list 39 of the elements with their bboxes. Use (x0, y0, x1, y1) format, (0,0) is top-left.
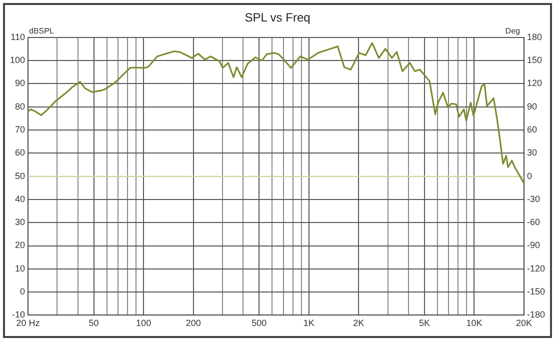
chart-title: SPL vs Freq (244, 10, 310, 25)
y-tick-label: 70 (15, 124, 26, 134)
y-tick-label: -10 (12, 310, 26, 320)
y2-tick-label: 90 (526, 101, 537, 112)
x-tick-label: 1K (303, 318, 314, 328)
y-tick-label: 50 (15, 170, 26, 181)
x-tick-label: 50 (88, 318, 99, 328)
x-tick-label: 2K (353, 318, 364, 328)
y-tick-label: 110 (10, 32, 26, 42)
y2-tick-label: 120 (526, 78, 542, 88)
y2-tick-label: -30 (526, 194, 540, 204)
x-tick-label: 20K (516, 318, 532, 328)
x-tick-label: 10K (466, 318, 482, 328)
y-tick-label: 100 (10, 55, 26, 66)
y-tick-label: 10 (15, 263, 26, 274)
y2-tick-label: -60 (526, 217, 540, 228)
y2-tick-label: 0 (526, 170, 532, 181)
y-tick-label: 0 (20, 286, 26, 297)
y-tick-label: 30 (15, 217, 26, 228)
y-tick-label: 90 (15, 78, 26, 88)
y2-tick-label: -150 (526, 286, 545, 297)
y2-tick-label: -90 (526, 240, 540, 250)
x-tick-label: 500 (252, 318, 267, 328)
y2-tick-label: -180 (526, 310, 545, 320)
y2-axis-title: Deg (505, 26, 520, 36)
y2-tick-label: 150 (526, 55, 542, 66)
x-tick-label: 200 (186, 318, 201, 328)
y2-tick-label: 60 (526, 124, 537, 134)
y2-tick-label: 180 (526, 32, 542, 42)
x-tick-label: 5K (418, 318, 430, 328)
y-tick-label: 20 (15, 240, 26, 250)
y2-tick-label: -120 (526, 263, 545, 274)
y-tick-label: 40 (15, 194, 26, 204)
y-axis-title: dBSPL (29, 26, 54, 36)
y-tick-label: 80 (15, 101, 26, 112)
y-tick-label: 60 (15, 148, 26, 158)
x-tick-label: 20 Hz (16, 318, 40, 328)
y2-tick-label: 30 (526, 148, 537, 158)
x-tick-label: 100 (136, 318, 152, 328)
